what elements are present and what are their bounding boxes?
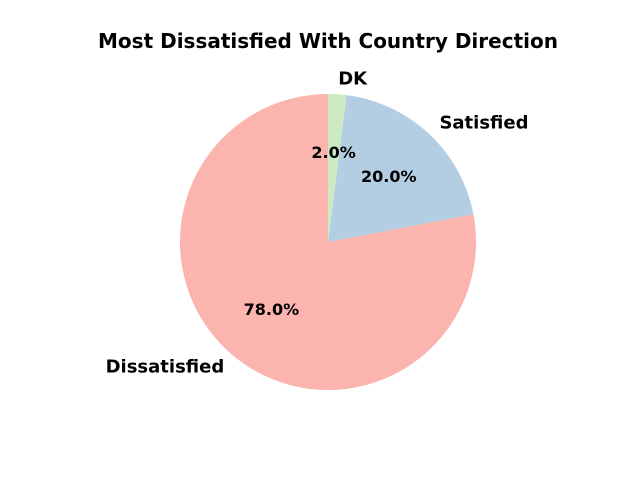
pie-slice-dk: [328, 94, 347, 242]
pct-label-dk: 2.0%: [311, 143, 355, 162]
slice-label-satisfied: Satisfied: [439, 112, 528, 133]
chart-title: Most Dissatisfied With Country Direction: [98, 29, 558, 53]
pie-labels: Dissatisfied 78.0% Satisfied 20.0% DK 2.0%: [106, 69, 529, 378]
pct-label-dissatisfied: 78.0%: [244, 300, 300, 319]
pie-slice-satisfied: [328, 95, 474, 242]
slice-label-dk: DK: [338, 69, 368, 90]
slice-label-dissatisfied: Dissatisfied: [106, 356, 225, 377]
pie-slices: [179, 93, 476, 391]
pct-label-satisfied: 20.0%: [361, 167, 417, 186]
